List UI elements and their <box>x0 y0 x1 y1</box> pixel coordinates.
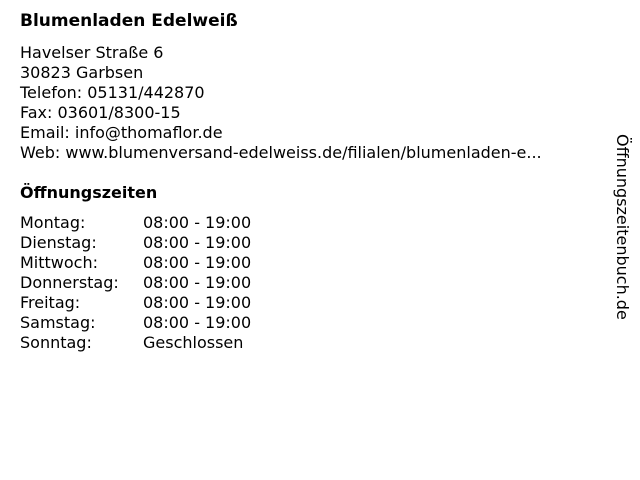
email: Email: info@thomaflor.de <box>20 123 223 142</box>
time: Geschlossen <box>143 333 244 352</box>
day: Mittwoch: <box>20 253 98 272</box>
time: 08:00 - 19:00 <box>143 273 252 292</box>
hours-row: Dienstag: 08:00 - 19:00 <box>20 233 251 253</box>
hours-row: Montag: 08:00 - 19:00 <box>20 213 251 233</box>
hours-title: Öffnungszeiten <box>20 183 158 202</box>
day: Sonntag: <box>20 333 92 352</box>
day: Donnerstag: <box>20 273 119 292</box>
time: 08:00 - 19:00 <box>143 233 252 252</box>
hours-row: Samstag: 08:00 - 19:00 <box>20 313 251 333</box>
hours-row: Sonntag: Geschlossen <box>20 333 251 353</box>
store-contact: Havelser Straße 6 30823 Garbsen Telefon:… <box>20 43 542 163</box>
day: Montag: <box>20 213 86 232</box>
day: Samstag: <box>20 313 96 332</box>
website: Web: www.blumenversand-edelweiss.de/fili… <box>20 143 542 162</box>
hours-row: Donnerstag: 08:00 - 19:00 <box>20 273 251 293</box>
brand-watermark: Öffnungszeitenbuch.de <box>613 134 632 320</box>
time: 08:00 - 19:00 <box>143 213 252 232</box>
day: Freitag: <box>20 293 81 312</box>
fax: Fax: 03601/8300-15 <box>20 103 181 122</box>
time: 08:00 - 19:00 <box>143 293 252 312</box>
time: 08:00 - 19:00 <box>143 313 252 332</box>
city: 30823 Garbsen <box>20 63 144 82</box>
store-name: Blumenladen Edelweiß <box>20 11 238 31</box>
hours-table: Montag: 08:00 - 19:00 Dienstag: 08:00 - 19… <box>20 213 251 353</box>
time: 08:00 - 19:00 <box>143 253 252 272</box>
phone: Telefon: 05131/442870 <box>20 83 205 102</box>
day: Dienstag: <box>20 233 97 252</box>
hours-row: Freitag: 08:00 - 19:00 <box>20 293 251 313</box>
hours-row: Mittwoch: 08:00 - 19:00 <box>20 253 251 273</box>
street: Havelser Straße 6 <box>20 43 164 62</box>
